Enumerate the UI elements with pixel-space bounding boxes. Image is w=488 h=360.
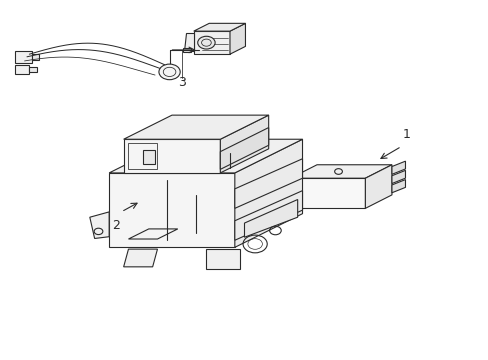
Polygon shape: [183, 33, 193, 51]
Polygon shape: [123, 115, 268, 139]
Polygon shape: [290, 178, 365, 208]
Polygon shape: [244, 199, 297, 237]
Polygon shape: [142, 150, 155, 164]
Polygon shape: [220, 127, 268, 169]
Polygon shape: [109, 139, 302, 173]
Polygon shape: [15, 51, 32, 63]
Polygon shape: [365, 165, 391, 208]
Polygon shape: [391, 170, 405, 184]
Polygon shape: [205, 249, 239, 269]
Polygon shape: [123, 139, 220, 173]
Polygon shape: [90, 212, 109, 238]
Text: 1: 1: [402, 128, 409, 141]
Polygon shape: [183, 48, 191, 53]
Polygon shape: [234, 159, 302, 208]
Circle shape: [197, 36, 215, 49]
Polygon shape: [15, 65, 29, 74]
Polygon shape: [290, 165, 391, 178]
Polygon shape: [229, 23, 245, 54]
Polygon shape: [109, 173, 234, 247]
Circle shape: [159, 64, 180, 80]
Polygon shape: [234, 191, 302, 240]
Polygon shape: [32, 54, 39, 60]
Polygon shape: [29, 67, 37, 72]
Polygon shape: [234, 139, 302, 247]
Polygon shape: [220, 115, 268, 173]
Polygon shape: [193, 31, 229, 54]
Text: 2: 2: [112, 219, 120, 232]
Polygon shape: [193, 23, 245, 31]
Text: 3: 3: [177, 76, 185, 89]
Polygon shape: [123, 249, 157, 267]
Polygon shape: [391, 161, 405, 174]
Polygon shape: [391, 180, 405, 193]
